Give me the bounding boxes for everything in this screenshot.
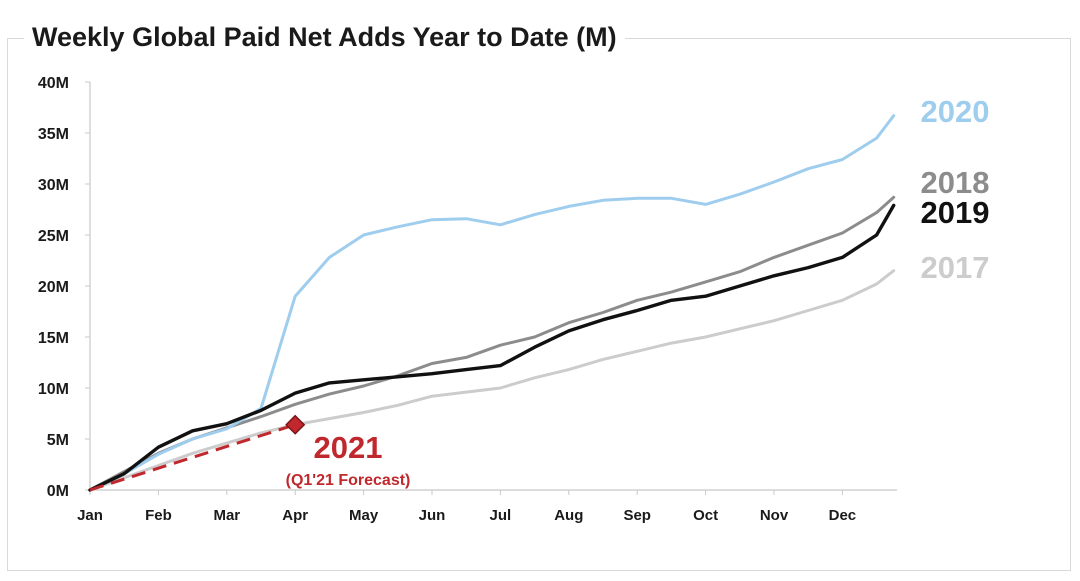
x-tick-label: Mar [213, 507, 240, 524]
series-label-2018: 2018 [921, 165, 990, 200]
y-tick-label: 5M [47, 432, 69, 449]
y-tick-label: 15M [38, 330, 69, 347]
x-tick-label: Oct [693, 507, 718, 524]
forecast-annotation: (Q1'21 Forecast) [286, 472, 411, 489]
y-tick-label: 20M [38, 279, 69, 296]
series-line-2018 [88, 195, 896, 492]
series-label-2019: 2019 [921, 195, 990, 230]
series-line-2020 [88, 114, 896, 492]
y-tick-label: 40M [38, 75, 69, 92]
x-tick-label: Jun [419, 507, 446, 524]
x-tick-label: Sep [623, 507, 651, 524]
forecast-point-marker [285, 414, 306, 435]
x-tick-label: Nov [760, 507, 789, 524]
y-tick-label: 10M [38, 381, 69, 398]
y-tick-label: 25M [38, 228, 69, 245]
series-label-2020: 2020 [921, 94, 990, 129]
y-tick-label: 30M [38, 177, 69, 194]
x-tick-label: Aug [554, 507, 583, 524]
series-line-2021 [89, 423, 296, 492]
series-label-2017: 2017 [921, 250, 990, 285]
y-tick-label: 35M [38, 126, 69, 143]
x-tick-label: Apr [282, 507, 308, 524]
series-line-2019 [88, 203, 896, 492]
chart-title: Weekly Global Paid Net Adds Year to Date… [24, 22, 625, 53]
x-tick-label: May [349, 507, 379, 524]
x-tick-label: Jan [77, 507, 103, 524]
x-tick-label: Dec [829, 507, 857, 524]
x-tick-label: Feb [145, 507, 172, 524]
x-tick-label: Jul [490, 507, 512, 524]
series-line-2017 [88, 269, 896, 492]
series-label-2021: 2021 [314, 430, 383, 465]
y-tick-label: 0M [47, 483, 69, 500]
